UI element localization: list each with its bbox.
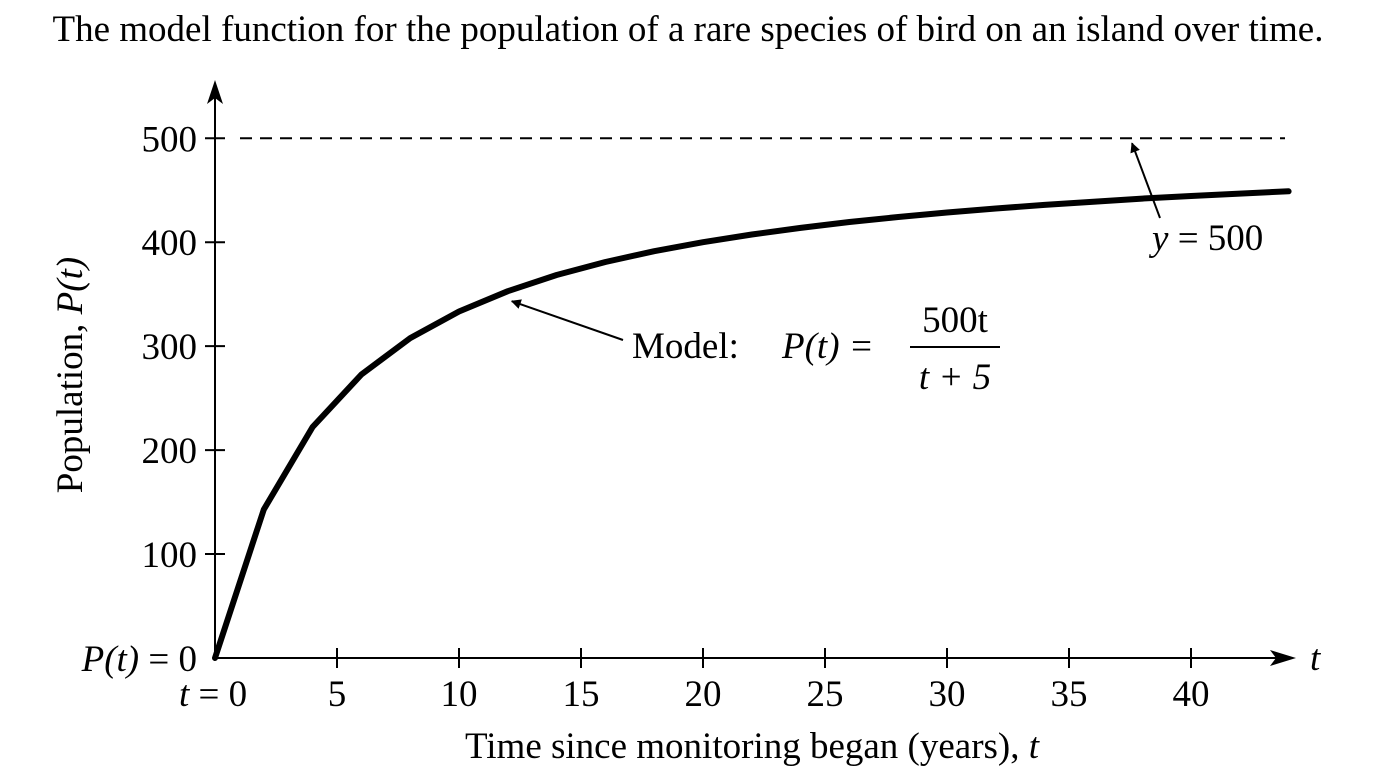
model-curve	[212, 188, 1292, 661]
x-axis-arrow-icon	[1270, 650, 1296, 666]
x-axis-title-text: Time since monitoring began (years),	[465, 726, 1029, 767]
x-tick-label-35: 35	[1051, 674, 1088, 715]
model-numerator: 500t	[922, 300, 989, 341]
asymptote-pointer-arrow	[1130, 142, 1161, 219]
labels-layer: Time since monitoring began (years), t Po…	[50, 142, 1263, 767]
ticks: t = 0 5 10 15 20 25 30 35 40 P(t) = 0 100 200 300 400…	[81, 119, 1210, 715]
x-tick-label-40: 40	[1173, 674, 1210, 715]
y-tick-label-100: 100	[142, 535, 198, 576]
y-axis-title: Population, P(t)	[50, 257, 91, 493]
asymptote-label-value: = 500	[1168, 218, 1263, 259]
model-denominator: t + 5	[919, 357, 991, 398]
y-axis-arrow-icon	[207, 80, 223, 104]
asymptote-label-var: y	[1148, 218, 1169, 259]
y-tick-label-200: 200	[142, 431, 198, 472]
x-tick-label-30: 30	[929, 674, 966, 715]
x-axis-variable: t	[1310, 638, 1322, 679]
x-tick-label-5: 5	[328, 674, 347, 715]
y-axis-title-text: Population,	[50, 314, 91, 493]
x-axis-title-var: t	[1029, 726, 1041, 767]
y-tick-label-500: 500	[142, 119, 198, 160]
y-tick-label-0: P(t) = 0	[81, 639, 197, 680]
model-formula-lhs: P(t) =	[781, 326, 874, 367]
axes: t	[207, 80, 1322, 679]
asymptote-label: y = 500	[1148, 218, 1263, 259]
x-tick-label-0: t = 0	[179, 674, 247, 715]
x-tick-var: t	[179, 674, 191, 715]
series-layer	[212, 137, 1292, 661]
y-tick-var: P(t)	[81, 639, 140, 680]
x-tick-label-15: 15	[563, 674, 600, 715]
y-tick-label-300: 300	[142, 327, 198, 368]
y-tick-eq: = 0	[139, 639, 197, 680]
x-tick-label-10: 10	[441, 674, 478, 715]
model-pointer-arrow	[510, 299, 624, 341]
x-tick-label-25: 25	[807, 674, 844, 715]
x-tick-label-20: 20	[685, 674, 722, 715]
model-label: Model:	[632, 326, 739, 367]
x-tick-eq: = 0	[189, 674, 247, 715]
x-axis-title: Time since monitoring began (years), t	[465, 726, 1041, 767]
figure-caption: The model function for the population of…	[52, 9, 1324, 50]
y-axis-title-var: P(t)	[50, 257, 91, 316]
y-tick-label-400: 400	[142, 223, 198, 264]
